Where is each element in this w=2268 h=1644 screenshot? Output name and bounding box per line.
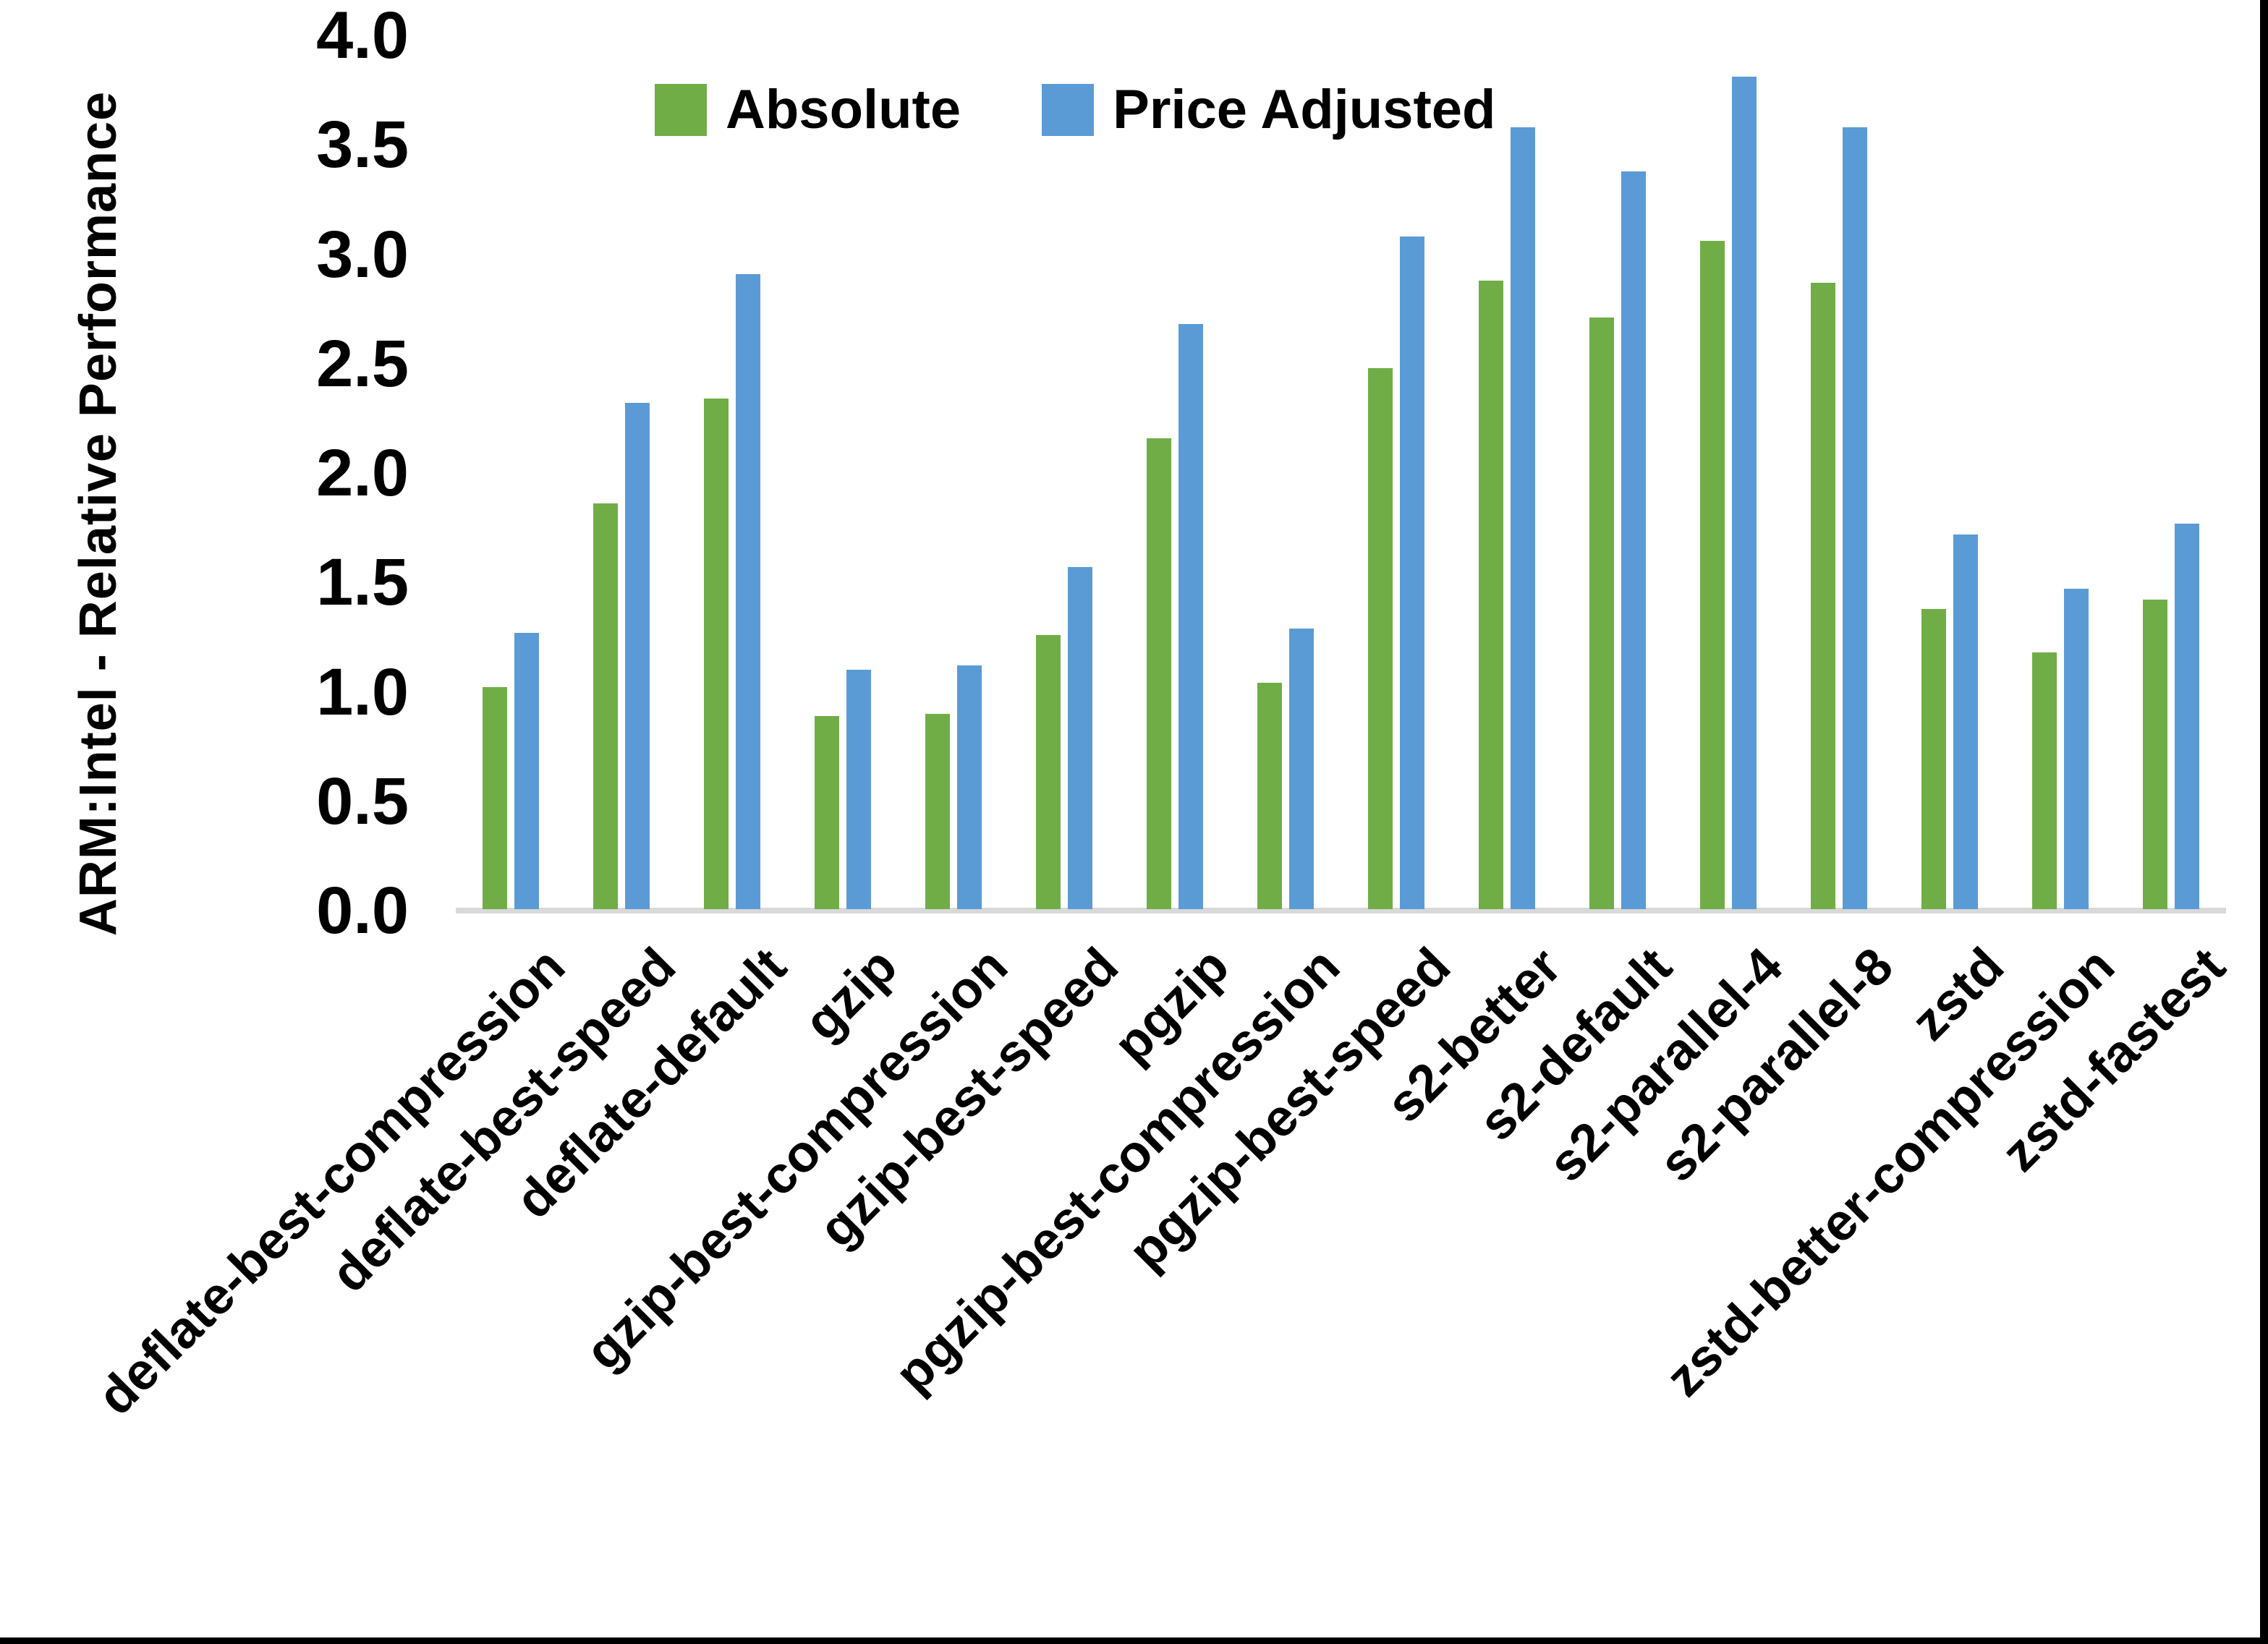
legend-label-price-adjusted: Price Adjusted	[1113, 79, 1496, 140]
bar-price-adjusted-s2-default	[1621, 171, 1646, 909]
bar-absolute-pgzip-best-speed	[1368, 368, 1393, 909]
y-axis-title: ARM:Intel - Relative Performance	[69, 90, 127, 937]
bar-absolute-gzip	[815, 716, 839, 909]
y-tick-label: 0.5	[316, 764, 409, 838]
bar-price-adjusted-zstd-better-compression	[2064, 589, 2089, 909]
y-tick-label: 2.0	[316, 436, 409, 510]
bar-absolute-deflate-default	[704, 399, 729, 909]
y-tick-label: 3.5	[316, 108, 409, 182]
bar-price-adjusted-gzip-best-speed	[1068, 567, 1092, 909]
y-tick-label: 1.0	[316, 655, 409, 729]
page-border-bottom	[0, 1637, 2268, 1644]
bar-absolute-s2-default	[1589, 318, 1614, 909]
bar-absolute-s2-better	[1479, 281, 1503, 909]
legend-swatch-absolute	[655, 83, 707, 136]
bar-absolute-pgzip	[1147, 438, 1171, 909]
bar-price-adjusted-zstd	[1953, 534, 1978, 909]
bar-price-adjusted-deflate-best-compression	[514, 633, 539, 909]
bar-absolute-zstd-better-compression	[2032, 652, 2057, 909]
legend-item-price-adjusted: Price Adjusted	[1042, 78, 1495, 141]
bar-absolute-gzip-best-compression	[925, 714, 950, 909]
y-tick-label: 4.0	[316, 0, 409, 72]
bar-absolute-s2-parallel-8	[1811, 283, 1835, 909]
bar-price-adjusted-s2-parallel-4	[1732, 77, 1757, 909]
y-tick-label: 3.0	[316, 217, 409, 291]
bar-price-adjusted-pgzip	[1178, 324, 1203, 909]
bar-price-adjusted-gzip	[846, 670, 871, 909]
x-axis-line	[456, 908, 2226, 913]
bar-absolute-s2-parallel-4	[1700, 241, 1725, 909]
legend-label-absolute: Absolute	[726, 79, 961, 140]
bar-absolute-pgzip-best-compression	[1257, 683, 1282, 909]
bar-absolute-zstd	[1921, 609, 1946, 909]
bar-price-adjusted-gzip-best-compression	[957, 665, 982, 909]
legend-item-absolute: Absolute	[655, 78, 961, 141]
bar-absolute-deflate-best-speed	[593, 503, 618, 909]
legend-swatch-price-adjusted	[1042, 83, 1095, 136]
y-tick-label: 2.5	[316, 326, 409, 401]
bar-price-adjusted-deflate-best-speed	[625, 403, 650, 909]
y-tick-label: 0.0	[316, 874, 409, 947]
bar-price-adjusted-pgzip-best-compression	[1289, 629, 1314, 909]
bar-price-adjusted-zstd-fastest	[2175, 524, 2199, 909]
y-tick-label: 1.5	[316, 545, 409, 620]
bar-price-adjusted-pgzip-best-speed	[1400, 237, 1424, 909]
bar-absolute-gzip-best-speed	[1036, 635, 1061, 909]
legend: Absolute Price Adjusted	[655, 78, 1495, 141]
bar-absolute-deflate-best-compression	[483, 687, 507, 909]
bar-price-adjusted-deflate-default	[736, 274, 760, 909]
bar-price-adjusted-s2-parallel-8	[1843, 127, 1867, 909]
bar-absolute-zstd-fastest	[2143, 600, 2167, 909]
page-border-right	[2260, 0, 2268, 1644]
bar-price-adjusted-s2-better	[1511, 127, 1535, 909]
